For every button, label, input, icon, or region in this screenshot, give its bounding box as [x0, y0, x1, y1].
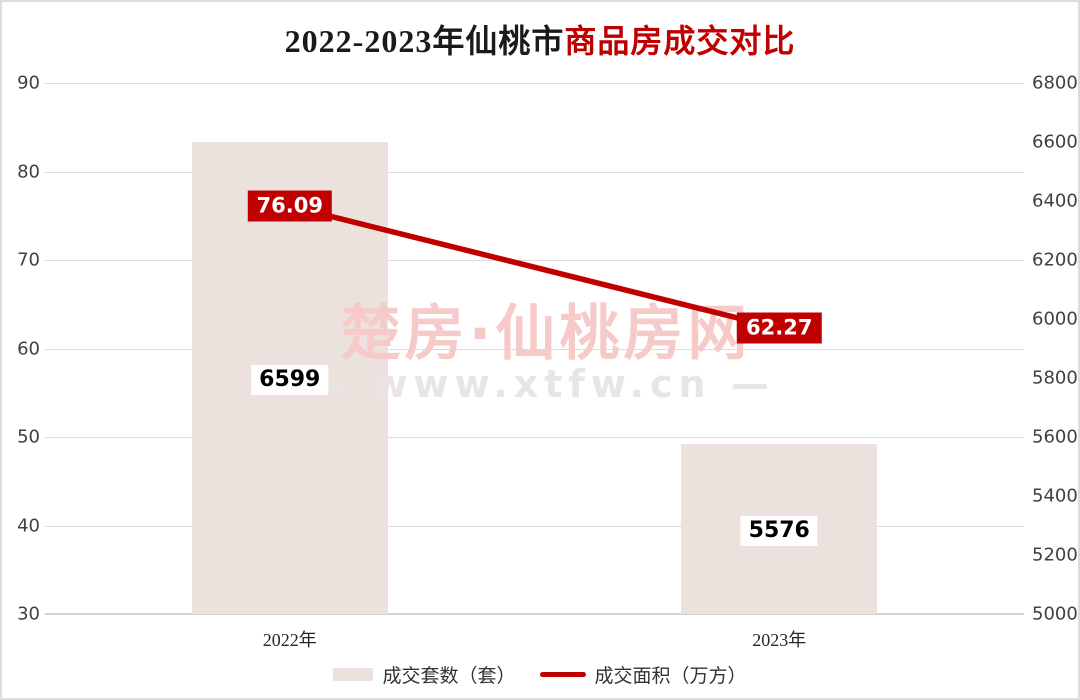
left-axis-tick: 50 [17, 426, 40, 448]
legend-bar-label: 成交套数（套） [382, 666, 516, 687]
right-axis-tick: 6600 [1032, 131, 1078, 153]
chart-title: 2022-2023年仙桃市商品房成交对比 [2, 16, 1078, 62]
gridline [45, 348, 1024, 350]
left-axis-tick: 70 [17, 249, 40, 271]
x-axis-label: 2022年 [262, 630, 317, 650]
left-axis-tick: 60 [17, 338, 40, 359]
right-axis-tick: 5000 [1032, 603, 1078, 625]
right-axis-tick: 5400 [1032, 485, 1078, 507]
right-axis-tick: 6400 [1032, 190, 1078, 212]
right-axis-tick: 6200 [1032, 249, 1078, 271]
legend-bar-swatch-icon [333, 668, 374, 681]
gridline [45, 525, 1024, 527]
legend: 成交套数（套） 成交面积（万方） [2, 661, 1078, 688]
bar-value-label: 5576 [740, 516, 818, 547]
bar-value-label: 6599 [251, 365, 329, 396]
gridline [45, 83, 1024, 84]
left-axis-tick: 80 [17, 161, 40, 182]
x-axis-label: 2023年 [752, 630, 807, 650]
gridline [45, 437, 1024, 438]
chart-title-highlight: 商品房成交对比 [564, 23, 796, 59]
gridline [45, 260, 1024, 261]
right-axis-tick: 5600 [1032, 426, 1078, 448]
left-axis-tick: 40 [17, 515, 40, 536]
line-series [287, 203, 782, 332]
x-axis-line [45, 613, 1024, 615]
left-axis-tick: 90 [17, 72, 40, 94]
right-axis-tick: 6000 [1032, 308, 1078, 330]
line-value-label: 62.27 [737, 312, 822, 344]
line-value-label: 76.09 [247, 190, 332, 222]
right-axis-tick: 5800 [1032, 367, 1078, 389]
right-axis-tick: 6800 [1032, 72, 1078, 94]
chart-title-prefix: 2022-2023年仙桃市 [284, 23, 565, 59]
gridline [45, 171, 1024, 173]
right-axis-tick: 5200 [1032, 544, 1078, 566]
left-axis-tick: 30 [17, 603, 40, 625]
legend-line-swatch-icon [539, 672, 586, 677]
legend-item-bars: 成交套数（套） [333, 661, 516, 688]
legend-line-label: 成交面积（万方） [594, 666, 747, 687]
legend-item-line: 成交面积（万方） [526, 661, 747, 688]
